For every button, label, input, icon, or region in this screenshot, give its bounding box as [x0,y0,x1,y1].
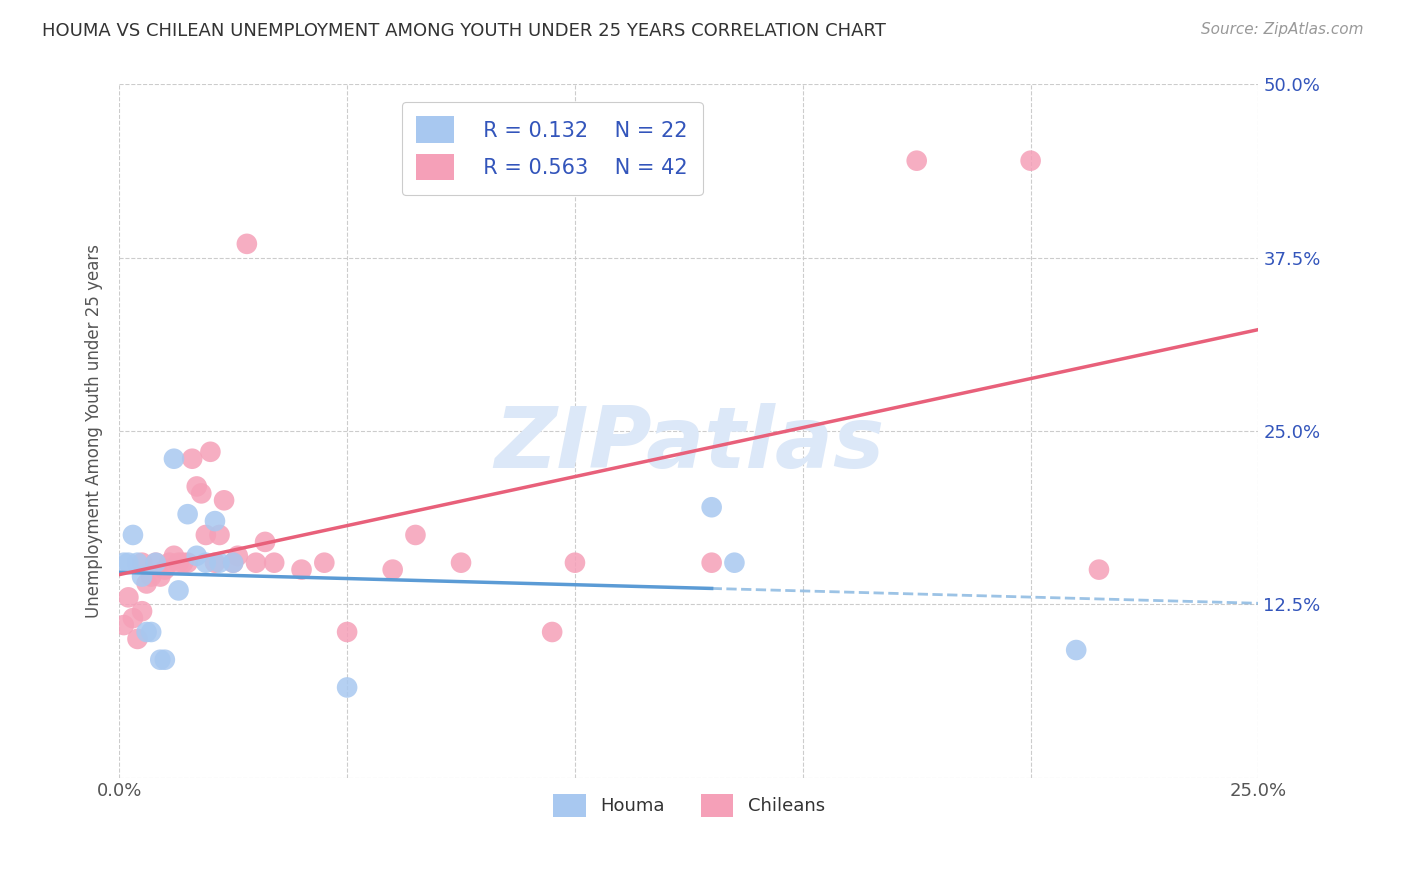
Point [254,535,277,549]
Point [153,653,176,667]
Point [564,556,586,570]
Point [145,556,167,570]
Point [236,236,259,251]
Point [1064,643,1087,657]
Point [167,556,190,570]
Point [163,451,186,466]
Point [905,153,928,168]
Y-axis label: Unemployment Among Youth under 25 years: Unemployment Among Youth under 25 years [86,244,103,618]
Point [149,653,172,667]
Point [135,576,157,591]
Point [176,556,198,570]
Point [245,556,267,570]
Point [181,451,204,466]
Point [131,569,153,583]
Point [112,618,135,632]
Point [204,556,226,570]
Point [222,556,245,570]
Point [1088,563,1111,577]
Point [157,556,180,570]
Point [700,556,723,570]
Point [127,556,149,570]
Point [541,625,564,640]
Point [141,625,163,640]
Point [222,556,245,570]
Text: ZIPatlas: ZIPatlas [494,403,884,486]
Point [263,556,285,570]
Point [186,549,208,563]
Point [450,556,472,570]
Point [208,556,231,570]
Point [131,604,153,618]
Point [194,556,217,570]
Point [194,528,217,542]
Point [122,528,145,542]
Point [1019,153,1042,168]
Point [700,500,723,515]
Text: Source: ZipAtlas.com: Source: ZipAtlas.com [1201,22,1364,37]
Point [163,549,186,563]
Point [336,625,359,640]
Point [145,556,167,570]
Point [404,528,426,542]
Point [153,563,176,577]
Point [112,556,135,570]
Point [117,591,139,605]
Point [208,528,231,542]
Legend: Houma, Chileans: Houma, Chileans [546,787,832,824]
Point [200,444,222,458]
Point [186,479,208,493]
Point [141,569,163,583]
Point [167,583,190,598]
Point [149,569,172,583]
Point [226,549,249,563]
Point [190,486,212,500]
Point [314,556,336,570]
Point [117,556,139,570]
Point [723,556,745,570]
Text: HOUMA VS CHILEAN UNEMPLOYMENT AMONG YOUTH UNDER 25 YEARS CORRELATION CHART: HOUMA VS CHILEAN UNEMPLOYMENT AMONG YOUT… [42,22,886,40]
Point [122,611,145,625]
Point [336,681,359,695]
Point [290,563,312,577]
Point [212,493,235,508]
Point [127,632,149,646]
Point [176,507,198,521]
Point [204,514,226,528]
Point [381,563,404,577]
Point [131,556,153,570]
Point [135,625,157,640]
Point [172,556,194,570]
